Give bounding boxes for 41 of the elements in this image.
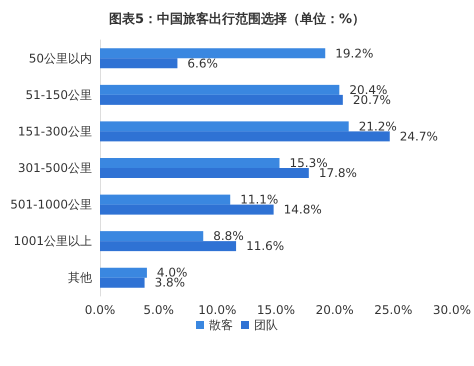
y-tick-label: 301-500公里 — [18, 161, 92, 175]
y-tick-label: 其他 — [68, 270, 92, 285]
bar — [100, 241, 236, 252]
bar — [100, 268, 147, 278]
data-label: 8.8% — [213, 229, 244, 244]
x-tick-label: 10.0% — [198, 303, 236, 317]
data-label: 11.1% — [240, 192, 278, 207]
legend-label: 团队 — [254, 318, 278, 332]
x-tick-label: 30.0% — [432, 303, 471, 317]
data-label: 14.8% — [284, 202, 322, 217]
bar — [100, 168, 309, 178]
bar — [100, 158, 280, 168]
x-tick-label: 20.0% — [316, 303, 354, 317]
bar — [100, 231, 204, 242]
chart-title: 图表5：中国旅客出行范围选择（单位：%） — [108, 11, 366, 27]
data-label: 24.7% — [400, 129, 438, 144]
y-tick-label: 50公里以内 — [28, 51, 92, 66]
bar — [100, 48, 326, 58]
bar — [100, 194, 230, 205]
y-tick-label: 1001公里以上 — [13, 234, 92, 248]
data-label: 3.8% — [154, 276, 186, 290]
x-tick-label: 25.0% — [374, 303, 412, 317]
bar — [100, 278, 145, 288]
x-tick-label: 15.0% — [256, 303, 296, 317]
bar — [100, 121, 349, 132]
y-tick-label: 151-300公里 — [18, 124, 92, 138]
data-label: 21.2% — [358, 119, 397, 134]
bar — [100, 204, 274, 215]
y-tick-label: 51-150公里 — [25, 88, 92, 102]
legend-label: 散客 — [209, 318, 233, 332]
data-label: 19.2% — [335, 46, 374, 60]
bar — [100, 84, 340, 95]
bar — [100, 131, 390, 142]
data-label: 11.6% — [246, 239, 284, 254]
x-tick-label: 5.0% — [143, 303, 174, 317]
x-tick-label: 0.0% — [84, 303, 116, 317]
data-label: 6.6% — [187, 56, 218, 70]
bar — [100, 58, 178, 68]
data-label: 17.8% — [318, 166, 357, 180]
y-tick-label: 501-1000公里 — [10, 198, 92, 212]
bar — [100, 94, 343, 105]
